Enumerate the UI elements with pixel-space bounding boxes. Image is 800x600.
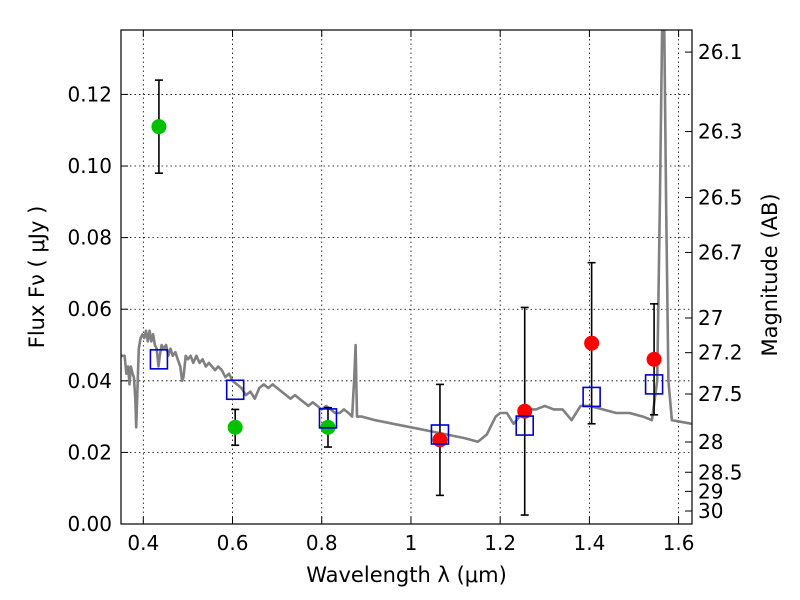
y-tick-label: 0.02 [67, 440, 112, 464]
y-tick-label: 0.04 [67, 369, 112, 393]
flux-point [151, 119, 167, 135]
magnitude-tick-label: 26.5 [698, 186, 743, 210]
flux-point [584, 335, 600, 351]
series-2 [149, 349, 664, 445]
x-tick-label: 0.4 [127, 531, 159, 555]
flux-point [227, 419, 243, 435]
x-tick-label: 0.8 [306, 531, 338, 555]
sed-model [121, 30, 692, 444]
magnitude-tick-label: 29 [698, 479, 723, 503]
y-tick-label: 0.06 [67, 297, 112, 321]
magnitude-tick-label: 26.1 [698, 40, 743, 64]
series-1 [432, 261, 662, 516]
y-axis-label: Flux Fν ( μJy ) [25, 206, 49, 349]
y-tick-label: 0.08 [67, 226, 112, 250]
model-flux-square [225, 379, 245, 401]
y-tick-label: 0.12 [67, 82, 112, 106]
y-tick-label: 0.10 [67, 154, 112, 178]
magnitude-tick-label: 27.5 [698, 382, 743, 406]
plot-frame [120, 29, 693, 525]
magnitude-tick-label: 28.5 [698, 460, 743, 484]
x-tick-label: 1.6 [663, 531, 695, 555]
model-flux-square [149, 349, 169, 370]
magnitude-tick-label: 26.7 [698, 240, 743, 264]
grid [121, 30, 692, 525]
model-flux-square [430, 424, 450, 445]
x-tick-label: 1.4 [573, 531, 605, 555]
magnitude-tick-label: 27.2 [698, 341, 743, 365]
magnitude-tick-label: 26.3 [698, 119, 743, 143]
x-axis-label: Wavelength λ (μm) [306, 563, 507, 587]
flux-point [646, 351, 662, 367]
magnitude-tick-label: 28 [698, 430, 723, 454]
magnitude-tick-label: 30 [698, 499, 723, 523]
x-axis-ticks: 0.4 0.6 0.8 1 1.2 1.4 1.6 [127, 30, 695, 555]
photometry-series [149, 79, 664, 516]
x-tick-label: 1 [405, 531, 418, 555]
flux-point [517, 403, 533, 419]
y-axis-ticks: 0.00 0.02 0.04 0.06 0.08 0.10 0.12 [67, 82, 128, 536]
magnitude-axis-label: Magnitude (AB) [758, 193, 782, 356]
series-0 [151, 79, 336, 448]
magnitude-tick-label: 27 [698, 306, 723, 330]
model-flux-square [318, 408, 338, 429]
model-flux-square [515, 415, 535, 436]
flux-point [432, 432, 448, 448]
x-tick-label: 0.6 [217, 531, 249, 555]
model-flux-square [644, 374, 664, 395]
model-flux-square [582, 386, 601, 408]
sed-model-line [121, 30, 692, 444]
x-tick-label: 1.2 [484, 531, 516, 555]
y-tick-label: 0.00 [67, 512, 112, 536]
